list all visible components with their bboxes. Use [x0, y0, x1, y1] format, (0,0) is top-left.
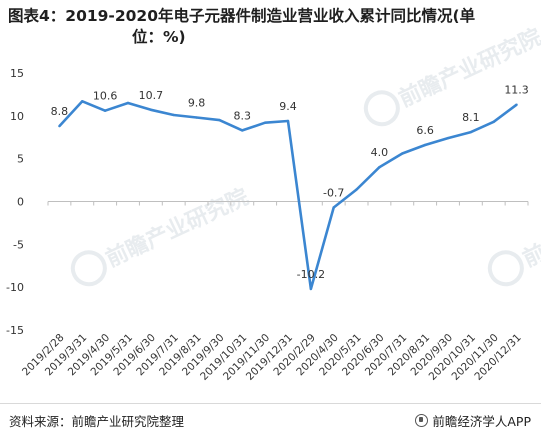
y-tick-label: -5: [13, 238, 24, 251]
watermark-logo-icon: [70, 250, 107, 287]
data-point: [378, 166, 381, 169]
data-point: [241, 129, 244, 132]
chart-axes: 15 10 5 0 -5 -10 -15: [6, 67, 529, 337]
data-point: [286, 119, 290, 123]
data-point: [355, 188, 358, 191]
data-label: 11.3: [504, 84, 529, 97]
y-tick-label: 5: [17, 153, 24, 166]
y-tick-label: 15: [10, 67, 24, 80]
watermark: 前瞻产业研究院: [487, 184, 541, 287]
data-label: 10.6: [93, 90, 118, 103]
data-point: [58, 124, 61, 128]
data-labels: 8.8 10.6 10.7 9.8 8.3 9.4 -10.2 -0.7 4.0 6.6 8.1 11…: [51, 84, 529, 281]
chart-title-line-2: 位：%): [132, 28, 186, 46]
y-tick-label: -15: [6, 324, 24, 337]
data-point: [332, 206, 335, 209]
data-label: -10.2: [297, 268, 325, 281]
data-point: [126, 101, 130, 105]
data-label: -0.7: [323, 186, 344, 199]
footer: 资料来源：前瞻产业研究院整理 前瞻经济学人APP: [0, 403, 541, 435]
data-label: 8.8: [51, 105, 69, 118]
data-label: 4.0: [371, 146, 389, 159]
y-tick-label: 10: [10, 110, 24, 123]
y-tick-label: -10: [6, 281, 24, 294]
watermark-logo-icon: [487, 250, 524, 287]
data-label: 8.3: [234, 109, 252, 122]
brand-name: 前瞻经济学人APP: [432, 414, 531, 429]
watermark-text: 前瞻产业研究院: [519, 184, 541, 273]
data-label: 9.8: [188, 97, 206, 110]
watermark-text: 前瞻产业研究院: [102, 184, 253, 273]
data-point: [195, 116, 198, 119]
brand: 前瞻经济学人APP: [415, 411, 531, 430]
data-point: [218, 118, 221, 122]
series-line-group: [58, 100, 518, 291]
x-tick-labels: 2019/2/282019/3/312019/4/302019/5/312019…: [20, 332, 524, 383]
watermark-text: 前瞻产业研究院: [395, 24, 541, 113]
data-label: 6.6: [416, 124, 434, 137]
data-label: 10.7: [139, 89, 164, 102]
data-point: [469, 130, 473, 134]
data-label: 8.1: [462, 111, 480, 124]
data-point: [81, 100, 84, 103]
data-point: [172, 113, 175, 117]
data-point: [149, 108, 153, 112]
chart-title-line-1: 图表4：2019-2020年电子元器件制造业营业收入累计同比情况(单: [8, 7, 476, 25]
data-point: [263, 121, 267, 124]
watermark: 前瞻产业研究院: [363, 24, 541, 127]
data-point: [309, 287, 313, 291]
watermark: 前瞻产业研究院: [70, 184, 253, 287]
brand-logo-icon: [415, 414, 429, 427]
data-point: [401, 152, 404, 155]
source-note: 资料来源：前瞻产业研究院整理: [9, 414, 185, 429]
y-tick-label: 0: [17, 196, 24, 209]
data-point: [492, 120, 495, 124]
data-point: [515, 103, 518, 106]
data-point: [446, 136, 450, 140]
chart-title: 图表4：2019-2020年电子元器件制造业营业收入累计同比情况(单 位：%): [8, 6, 536, 48]
data-point: [423, 143, 427, 147]
data-label: 9.4: [279, 100, 297, 113]
data-point: [103, 109, 107, 112]
watermark-logo-icon: [363, 90, 400, 127]
footer-divider: [0, 403, 541, 404]
